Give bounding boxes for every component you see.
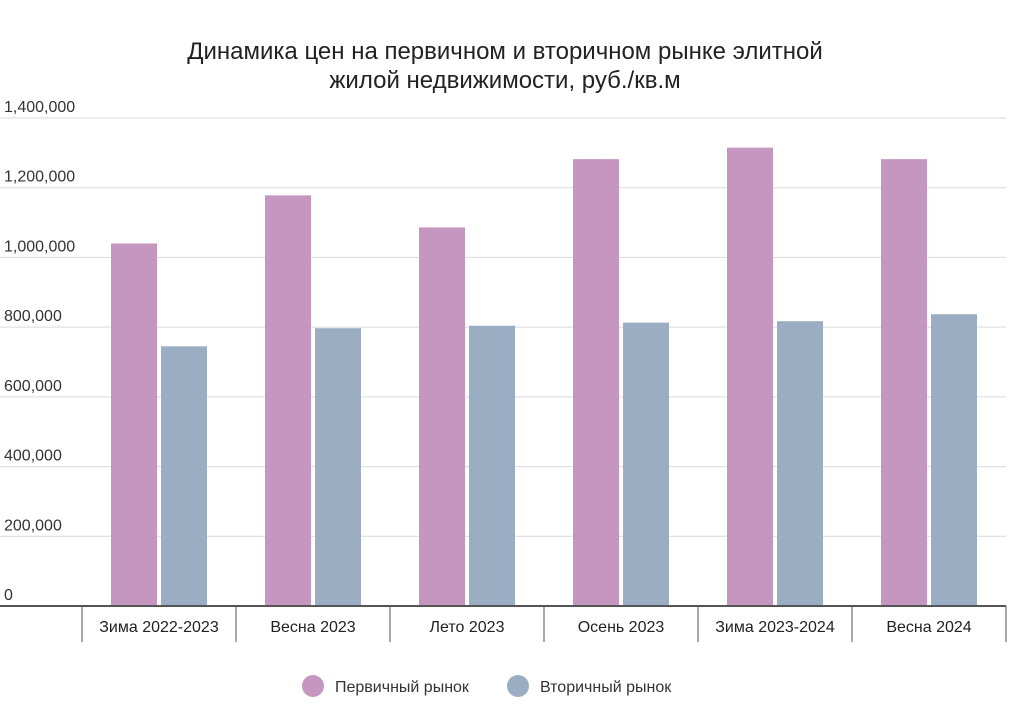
bar-primary bbox=[265, 195, 311, 606]
bar-secondary bbox=[161, 346, 207, 606]
bar-secondary bbox=[469, 325, 515, 606]
bar-primary bbox=[111, 243, 157, 606]
x-tick-label: Весна 2024 bbox=[886, 619, 971, 636]
y-tick-label: 0 bbox=[4, 587, 13, 604]
legend-label: Вторичный рынок bbox=[540, 679, 672, 696]
legend-marker bbox=[302, 675, 324, 697]
bars bbox=[111, 147, 977, 607]
chart-title: Динамика цен на первичном и вторичном ры… bbox=[187, 38, 823, 94]
chart-title-line-1: Динамика цен на первичном и вторичном ры… bbox=[187, 38, 823, 65]
bar-secondary bbox=[623, 322, 669, 606]
x-tick-label: Зима 2022-2023 bbox=[99, 619, 219, 636]
legend: Первичный рынок Вторичный рынок bbox=[302, 675, 672, 697]
y-tick-label: 1,200,000 bbox=[4, 169, 75, 186]
chart-title-line-2: жилой недвижимости, руб./кв.м bbox=[329, 67, 680, 94]
legend-marker bbox=[507, 675, 529, 697]
x-tick-label: Лето 2023 bbox=[430, 619, 505, 636]
y-tick-label: 1,000,000 bbox=[4, 238, 75, 255]
y-tick-label: 400,000 bbox=[4, 448, 62, 465]
x-axis-tick-labels: Зима 2022-2023 Весна 2023 Лето 2023 Осень 2… bbox=[99, 619, 972, 636]
bar-secondary bbox=[931, 314, 977, 606]
legend-label: Первичный рынок bbox=[335, 679, 470, 696]
y-axis-tick-labels: 0 200,000 400,000 600,000 800,000 1,000,000 1,… bbox=[4, 99, 75, 604]
bar-primary bbox=[881, 159, 927, 607]
bar-primary bbox=[573, 159, 619, 607]
bar-primary bbox=[419, 227, 465, 607]
bar-secondary bbox=[777, 321, 823, 606]
x-tick-label: Весна 2023 bbox=[270, 619, 355, 636]
x-tick-label: Осень 2023 bbox=[578, 619, 665, 636]
bar-primary bbox=[727, 147, 773, 606]
y-tick-label: 200,000 bbox=[4, 517, 62, 534]
y-tick-label: 600,000 bbox=[4, 378, 62, 395]
x-tick-label: Зима 2023-2024 bbox=[715, 619, 835, 636]
x-axis bbox=[0, 605, 1007, 642]
bar-secondary bbox=[315, 328, 361, 606]
y-tick-label: 800,000 bbox=[4, 308, 62, 325]
y-tick-label: 1,400,000 bbox=[4, 99, 75, 116]
